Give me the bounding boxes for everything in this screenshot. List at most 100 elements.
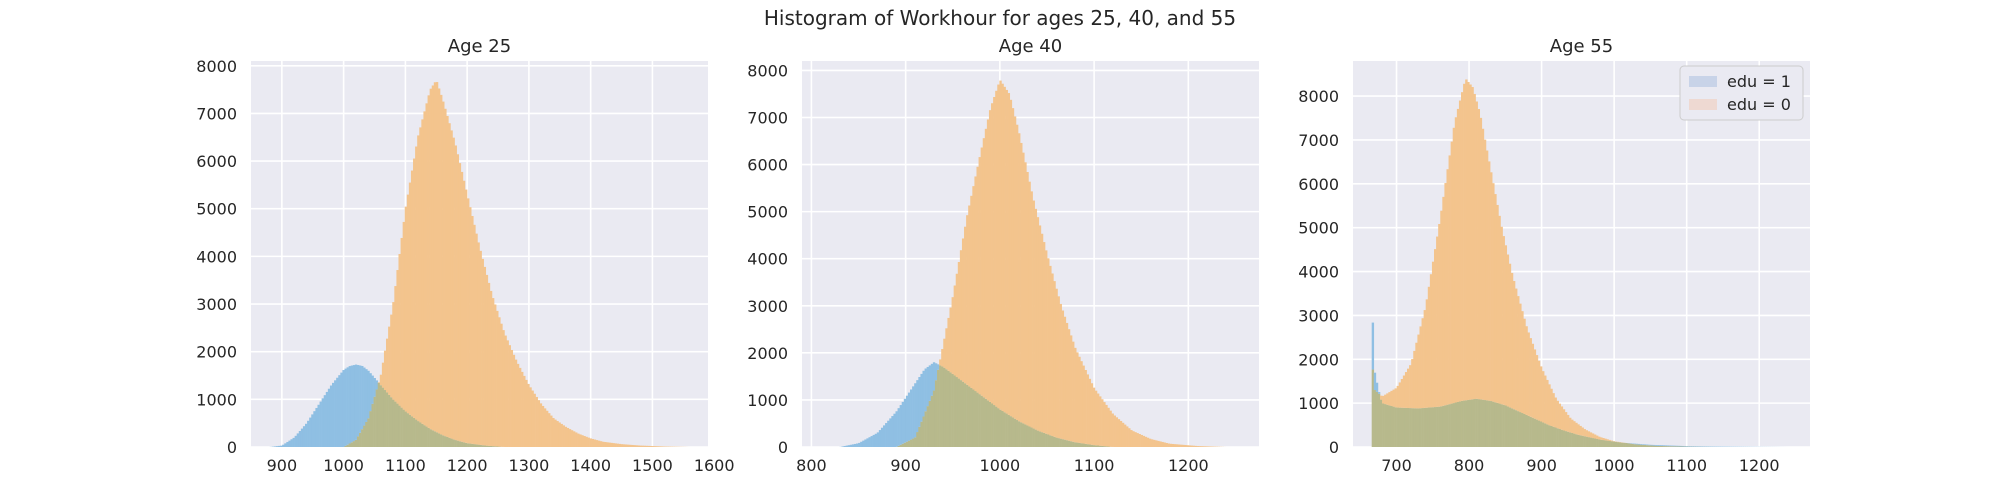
- edu-0-bar: [626, 444, 630, 447]
- overlap-bar: [473, 444, 476, 447]
- edu-0-bar: [947, 317, 950, 371]
- edu-0-bar: [1473, 93, 1476, 400]
- overlap-bar: [456, 440, 460, 447]
- overlap-bar: [1635, 444, 1638, 447]
- edu-0-bar: [1069, 335, 1073, 442]
- edu-0-bar: [1182, 444, 1185, 447]
- overlap-bar: [392, 399, 395, 447]
- edu-0-bar: [1165, 442, 1168, 447]
- edu-0-bar: [496, 310, 499, 447]
- y-tick-label: 4000: [196, 247, 237, 266]
- x-tick-label: 900: [890, 456, 921, 475]
- edu-1-bar: [866, 438, 869, 447]
- overlap-bar: [1028, 426, 1031, 447]
- y-tick-label: 0: [227, 438, 237, 457]
- edu-0-bar: [1130, 430, 1133, 447]
- overlap-bar: [394, 401, 397, 447]
- overlap-bar: [1413, 408, 1416, 447]
- overlap-bar: [1400, 407, 1404, 447]
- edu-0-bar: [959, 250, 963, 381]
- overlap-bar: [1415, 408, 1418, 447]
- panel-age-55: Age 55 700 800 900 1000 1100 1200 0 1000 2000 300…: [1298, 36, 1810, 475]
- overlap-bar: [435, 432, 439, 447]
- edu-0-bar: [647, 445, 651, 447]
- edu-1-bar: [1639, 444, 1643, 445]
- edu-1-bar: [352, 365, 356, 442]
- edu-0-bar: [645, 445, 649, 447]
- edu-0-bar: [1088, 378, 1092, 445]
- edu-0-bar: [651, 446, 655, 447]
- edu-0-bar: [1392, 389, 1395, 407]
- overlap-bar: [359, 432, 362, 447]
- edu-0-bar: [543, 408, 547, 447]
- overlap-bar: [429, 429, 433, 447]
- overlap-bar: [1038, 431, 1042, 447]
- overlap-bar: [1550, 425, 1553, 447]
- edu-1-bar: [336, 377, 339, 447]
- y-tick-label: 6000: [196, 152, 237, 171]
- edu-0-bar: [572, 431, 576, 447]
- edu-1-bar: [847, 445, 851, 447]
- overlap-bar: [390, 397, 393, 447]
- edu-0-bar: [1047, 258, 1050, 435]
- overlap-bar: [419, 422, 422, 447]
- overlap-bar: [361, 429, 364, 447]
- edu-0-bar: [1477, 109, 1481, 400]
- overlap-bar: [1011, 417, 1015, 447]
- edu-1-bar: [317, 404, 320, 447]
- overlap-bar: [1411, 408, 1414, 447]
- edu-1-bar: [930, 363, 934, 396]
- overlap-bar: [1604, 440, 1607, 447]
- panel-age-25: Age 25 900 1000 1100 1200 1300 1400 1500 1600 0 1…: [196, 36, 734, 475]
- overlap-bar: [1419, 408, 1422, 447]
- edu-0-bar: [1034, 208, 1038, 430]
- overlap-bar: [1082, 443, 1085, 447]
- overlap-bar: [1645, 445, 1649, 447]
- y-tick-label: 7000: [747, 108, 788, 127]
- edu-0-bar: [1086, 374, 1089, 445]
- overlap-bar: [350, 442, 354, 447]
- y-tick-label: 1000: [1298, 394, 1339, 413]
- overlap-bar: [997, 408, 1000, 447]
- overlap-bar: [1101, 445, 1104, 447]
- overlap-bar: [1494, 402, 1497, 447]
- edu-0-bar: [1030, 191, 1033, 428]
- edu-1-bar: [910, 389, 913, 440]
- edu-0-bar: [431, 85, 435, 431]
- overlap-bar: [417, 421, 420, 447]
- edu-0-bar: [1038, 225, 1042, 432]
- overlap-bar: [1065, 440, 1069, 447]
- edu-1-bar: [905, 395, 909, 442]
- edu-0-bar: [1508, 263, 1512, 408]
- edu-1-bar: [334, 380, 337, 447]
- edu-1-bar: [1371, 322, 1375, 370]
- edu-1-bar: [1373, 372, 1377, 391]
- overlap-bar: [491, 446, 495, 447]
- overlap-bar: [1454, 402, 1458, 447]
- overlap-bar: [1382, 403, 1385, 447]
- overlap-bar: [1417, 408, 1420, 447]
- overlap-bar: [1614, 441, 1618, 447]
- edu-1-bar: [899, 405, 903, 445]
- edu-0-bar: [1196, 446, 1200, 447]
- edu-1-bar: [300, 428, 304, 447]
- overlap-bar: [442, 435, 445, 447]
- overlap-bar: [1015, 420, 1019, 447]
- edu-0-bar: [1413, 350, 1416, 409]
- edu-0-bar: [939, 359, 942, 366]
- overlap-bar: [899, 444, 903, 447]
- overlap-bar: [1404, 407, 1408, 447]
- y-tick-label: 0: [1329, 438, 1339, 457]
- edu-1-bar: [1674, 445, 1678, 447]
- edu-0-bar: [1103, 402, 1106, 447]
- edu-0-bar: [653, 446, 657, 447]
- edu-0-bar: [1105, 404, 1108, 447]
- edu-0-bar: [1469, 84, 1472, 400]
- edu-0-bar: [562, 425, 565, 447]
- edu-0-bar: [997, 84, 1000, 409]
- overlap-bar: [1022, 423, 1025, 447]
- edu-0-bar: [1471, 87, 1474, 400]
- edu-1-bar: [1660, 445, 1663, 447]
- edu-0-bar: [606, 442, 609, 447]
- edu-0-bar: [381, 362, 385, 388]
